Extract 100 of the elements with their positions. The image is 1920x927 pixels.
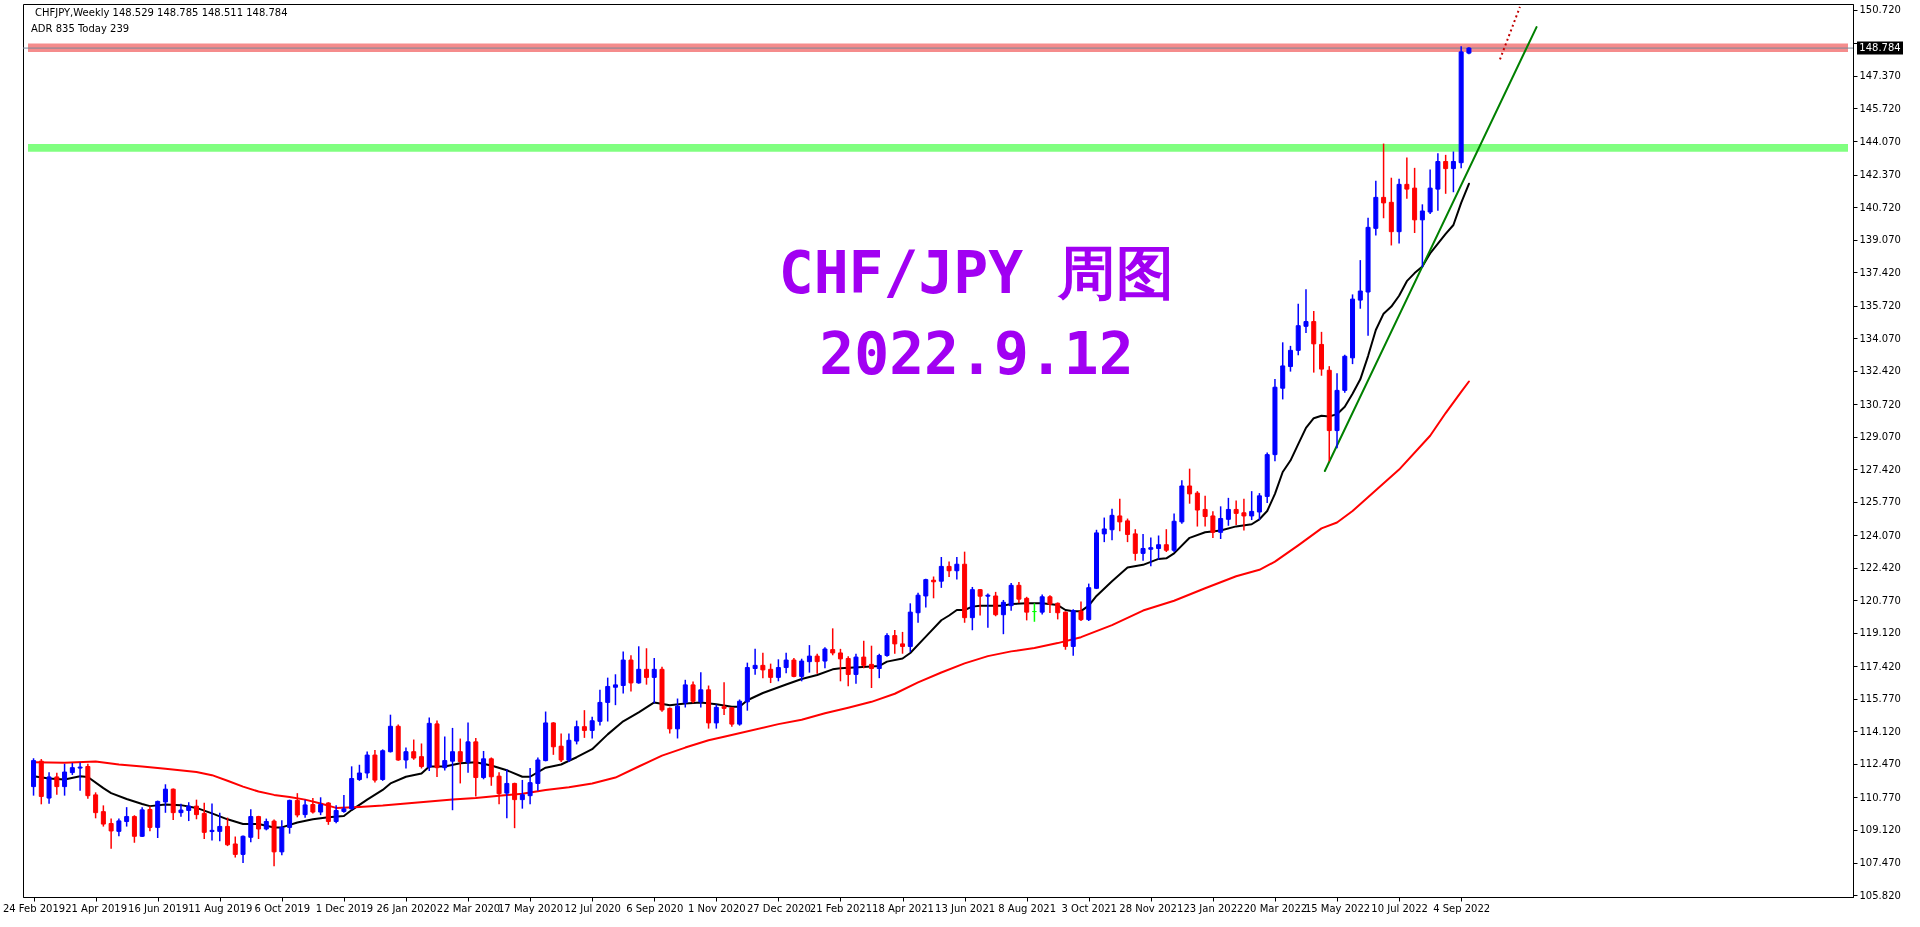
y-tick-label: 115.770 bbox=[1859, 693, 1901, 705]
candlestick bbox=[682, 679, 688, 708]
x-tick-label: 22 Mar 2020 bbox=[436, 902, 501, 914]
candlestick bbox=[1404, 157, 1410, 199]
candlestick bbox=[1311, 310, 1317, 373]
candlestick bbox=[481, 750, 487, 780]
candlestick bbox=[457, 738, 463, 784]
y-tick-label: 150.720 bbox=[1859, 4, 1901, 16]
x-tick-label: 27 Dec 2020 bbox=[746, 902, 811, 914]
y-tick-label: 144.070 bbox=[1859, 135, 1901, 147]
text: CHF/JPY 周图 bbox=[778, 239, 1175, 308]
x-tick-label: 21 Apr 2019 bbox=[65, 902, 128, 914]
candlestick bbox=[752, 648, 758, 675]
candlestick bbox=[341, 794, 347, 813]
y-tick-label: 112.470 bbox=[1859, 758, 1901, 770]
candlestick bbox=[364, 751, 370, 779]
x-tick-label: 23 Jan 2022 bbox=[1183, 902, 1244, 914]
y-tick-label: 130.720 bbox=[1859, 398, 1901, 410]
candlestick bbox=[737, 699, 743, 726]
candlestick bbox=[225, 817, 231, 847]
x-tick-label: 11 Aug 2019 bbox=[188, 902, 253, 914]
candlestick bbox=[861, 640, 867, 669]
candlestick bbox=[1125, 518, 1131, 543]
candlestick bbox=[597, 689, 603, 726]
candlestick bbox=[830, 628, 836, 656]
candlestick bbox=[938, 556, 944, 588]
candlestick bbox=[713, 704, 719, 729]
candlestick bbox=[698, 672, 704, 708]
x-tick-label: 10 Jul 2022 bbox=[1371, 902, 1428, 914]
candlestick bbox=[131, 815, 137, 843]
candlestick bbox=[488, 757, 494, 786]
candlestick bbox=[1427, 169, 1433, 215]
candlestick bbox=[1132, 529, 1138, 561]
candlestick bbox=[876, 653, 882, 679]
candlestick bbox=[54, 772, 60, 795]
candlestick bbox=[845, 656, 851, 687]
y-tick-label: 135.720 bbox=[1859, 300, 1901, 312]
candlestick bbox=[946, 561, 952, 578]
candlestick bbox=[100, 805, 106, 827]
candlestick bbox=[760, 652, 766, 679]
candlestick bbox=[550, 722, 556, 755]
candlestick bbox=[643, 648, 649, 685]
candlestick bbox=[465, 722, 471, 773]
candlestick bbox=[1000, 599, 1006, 635]
y-tick-label: 107.470 bbox=[1859, 857, 1901, 868]
candlestick bbox=[1443, 154, 1449, 194]
candlestick bbox=[46, 772, 52, 804]
annotation: ADR 835 Today 239 bbox=[31, 23, 130, 34]
candlestick bbox=[775, 659, 781, 682]
candlestick bbox=[1357, 260, 1363, 309]
candlestick bbox=[418, 743, 424, 769]
candlestick bbox=[411, 739, 417, 760]
candlestick bbox=[1194, 491, 1200, 527]
candlestick bbox=[1381, 143, 1387, 219]
candlestick bbox=[612, 674, 618, 706]
candlestick bbox=[869, 645, 874, 688]
y-tick-label: 142.370 bbox=[1859, 169, 1901, 181]
candlestick bbox=[256, 815, 262, 840]
annotation: CHFJPY,Weekly 148.529 148.785 148.511 148.784 bbox=[35, 7, 288, 18]
candlestick bbox=[923, 578, 929, 608]
candlestick bbox=[581, 710, 587, 738]
y-tick-label: 105.820 bbox=[1859, 889, 1901, 901]
y-tick-label: 139.070 bbox=[1859, 234, 1901, 246]
x-tick-label: 6 Oct 2019 bbox=[254, 902, 311, 914]
x-tick-label: 12 Jul 2020 bbox=[564, 902, 621, 914]
candlestick bbox=[1024, 596, 1030, 621]
candlestick bbox=[729, 707, 735, 727]
candlestick bbox=[201, 802, 207, 840]
y-tick-label: 140.720 bbox=[1859, 201, 1901, 213]
candlestick bbox=[690, 681, 696, 704]
x-tick-label: 13 Jun 2021 bbox=[935, 902, 996, 914]
candlestick bbox=[806, 645, 812, 673]
ref-line-label: 148.784 bbox=[1859, 42, 1901, 54]
candlestick bbox=[1256, 493, 1262, 521]
candlestick bbox=[1016, 582, 1022, 604]
candlestick bbox=[985, 593, 991, 628]
y-tick-label: 117.420 bbox=[1859, 660, 1901, 672]
y-tick-label: 145.720 bbox=[1859, 102, 1901, 114]
candlestick bbox=[1039, 594, 1045, 615]
y-tick-label: 120.770 bbox=[1859, 594, 1901, 606]
candlestick bbox=[837, 648, 843, 682]
candlestick bbox=[496, 772, 502, 805]
y-tick-label: 134.070 bbox=[1859, 332, 1901, 344]
x-tick-label: 21 Feb 2021 bbox=[809, 902, 873, 914]
candlestick bbox=[1233, 500, 1239, 525]
y-tick-label: 129.070 bbox=[1859, 431, 1901, 443]
candlestick bbox=[853, 653, 859, 684]
y-tick-label: 122.420 bbox=[1859, 562, 1901, 574]
x-tick-label: 28 Nov 2021 bbox=[1119, 902, 1184, 914]
candlestick bbox=[209, 803, 215, 841]
candlestick bbox=[558, 733, 564, 762]
candlestick bbox=[217, 812, 223, 842]
candlestick bbox=[1148, 537, 1154, 567]
candlestick bbox=[1202, 495, 1208, 527]
candlestick bbox=[1109, 508, 1115, 541]
candlestick bbox=[193, 799, 199, 820]
candlestick bbox=[442, 736, 448, 771]
x-tick-label: 8 Aug 2021 bbox=[998, 902, 1057, 914]
candlestick bbox=[108, 818, 114, 849]
candlestick bbox=[1419, 204, 1425, 268]
